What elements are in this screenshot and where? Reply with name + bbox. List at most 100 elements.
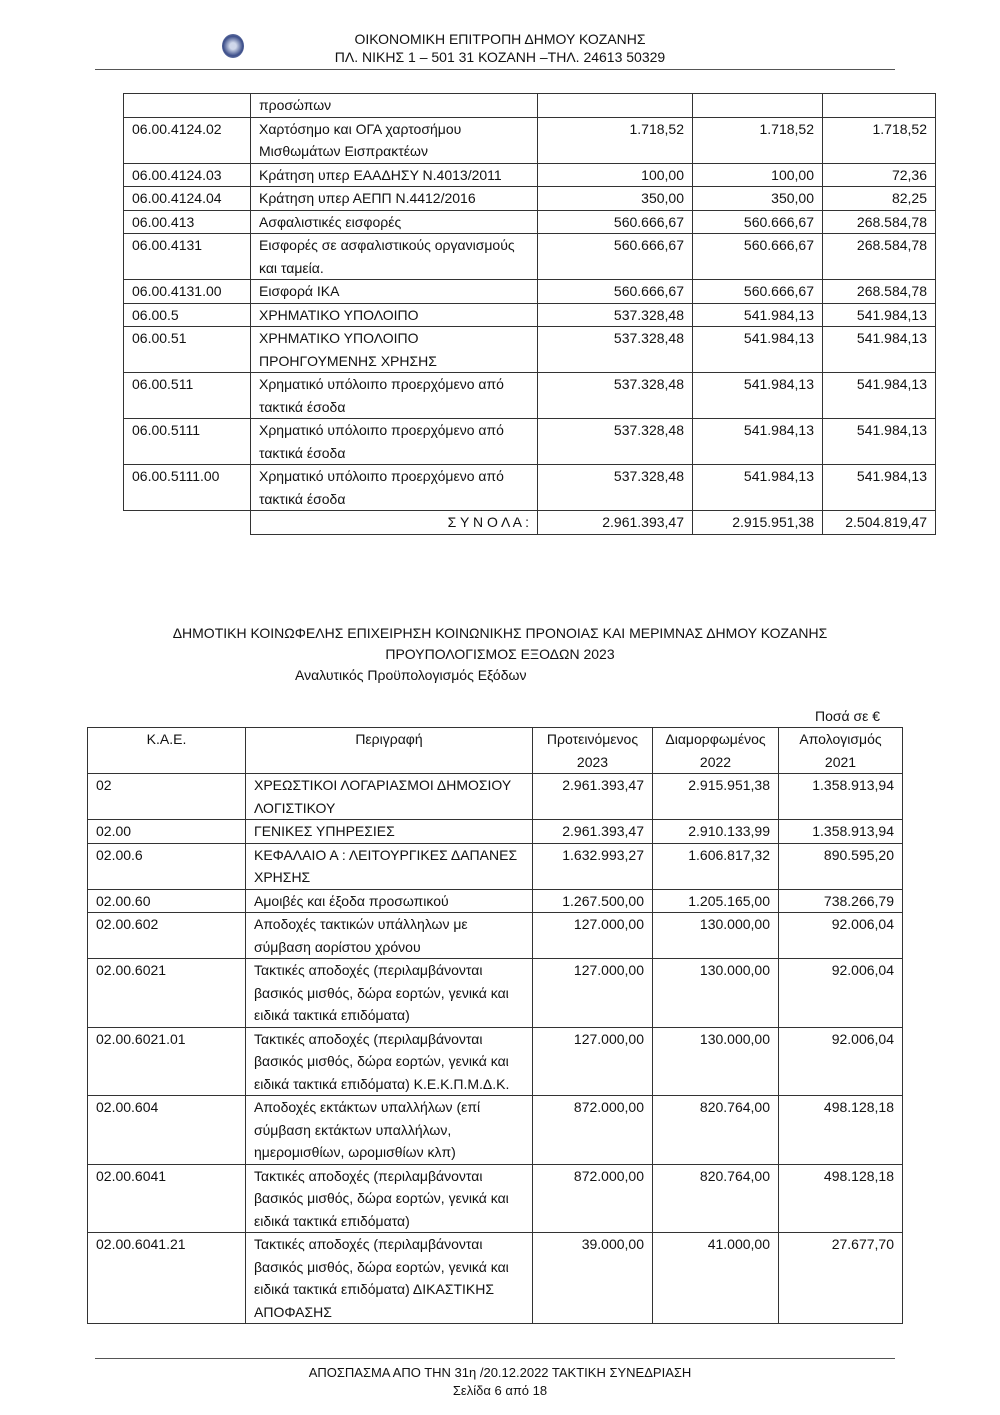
- code-cell: 02.00.6041.21: [87, 1232, 246, 1324]
- code-cell: 06.00.4124.04: [123, 186, 251, 211]
- code-cell: 06.00.4131: [123, 233, 251, 280]
- amount-cell: 268.584,78: [822, 209, 936, 234]
- amount-cell: 890.595,20: [778, 842, 903, 890]
- description-cell: Κράτηση υπερ ΕΑΑΔΗΣΥ Ν.4013/2011: [250, 162, 538, 187]
- amount-cell: [692, 93, 823, 118]
- description-cell: Χρηματικό υπόλοιπο προερχόμενο από τακτι…: [250, 418, 538, 465]
- amount-cell: 130.000,00: [652, 958, 779, 1028]
- amount-cell: 1.606.817,32: [652, 842, 779, 890]
- table-row: 02.00.602 Αποδοχές τακτικών υπάλληλων με …: [87, 912, 903, 959]
- description-cell: Τακτικές αποδοχές (περιλαμβάνονται βασικ…: [245, 1163, 533, 1233]
- table-row: 02.00 ΓΕΝΙΚΕΣ ΥΠΗΡΕΣΙΕΣ 2.961.393,47 2.910.…: [87, 819, 903, 844]
- table-row: 06.00.51 ΧΡΗΜΑΤΙΚΟ ΥΠΟΛΟΙΠΟ ΠΡΟΗΓΟΥΜΕΝΗΣ …: [123, 326, 936, 373]
- description-cell: Ασφαλιστικές εισφορές: [250, 209, 538, 234]
- table-row: 02.00.60 Αμοιβές και έξοδα προσωπικού 1.26…: [87, 888, 903, 913]
- amount-cell: 537.328,48: [537, 372, 693, 419]
- description-cell: Τακτικές αποδοχές (περιλαμβάνονται βασικ…: [245, 958, 533, 1028]
- code-cell: 02.00.604: [87, 1095, 246, 1165]
- amount-cell: 350,00: [692, 186, 823, 211]
- table-row: 06.00.4124.02 Χαρτόσημο και ΟΓΑ χαρτοσήμο…: [123, 116, 936, 164]
- page-footer: ΑΠΟΣΠΑΣΜΑ ΑΠΟ ΤΗΝ 31η /20.12.2022 ΤΑΚΤΙΚ…: [0, 1364, 1000, 1400]
- column-header: Περιγραφή: [245, 727, 533, 774]
- amount-cell: 72,36: [822, 162, 936, 187]
- code-cell: 02.00.6021: [87, 958, 246, 1028]
- expense-table: Κ.Α.Ε. Περιγραφή Προτεινόμενος 2023 Διαμορφ…: [87, 727, 903, 1324]
- code-cell: 06.00.4124.02: [123, 116, 251, 164]
- amount-cell: 1.358.913,94: [778, 773, 903, 820]
- amount-cell: 537.328,48: [537, 302, 693, 327]
- amount-cell: 872.000,00: [532, 1095, 653, 1165]
- amount-cell: 350,00: [537, 186, 693, 211]
- amount-cell: 560.666,67: [692, 233, 823, 280]
- amount-cell: 1.718,52: [537, 116, 693, 164]
- amount-cell: 92.006,04: [778, 912, 903, 959]
- amount-cell: 541.984,13: [692, 326, 823, 373]
- code-cell: [123, 93, 251, 118]
- description-cell: Εισφορές σε ασφαλιστικούς οργανισμούς κα…: [250, 233, 538, 280]
- amount-cell: 1.718,52: [692, 116, 823, 164]
- table-row: 02.00.604 Αποδοχές εκτάκτων υπαλλήλων (επ…: [87, 1095, 903, 1165]
- code-cell: 02.00.6041: [87, 1163, 246, 1233]
- table-row: 06.00.511 Χρηματικό υπόλοιπο προερχόμενο …: [123, 372, 936, 419]
- amount-cell: 127.000,00: [532, 912, 653, 959]
- header-line2: ΠΛ. ΝΙΚΗΣ 1 – 501 31 ΚΟΖΑΝΗ –ΤΗΛ. 24613 …: [334, 49, 666, 65]
- footer-line1: ΑΠΟΣΠΑΣΜΑ ΑΠΟ ΤΗΝ 31η /20.12.2022 ΤΑΚΤΙΚ…: [308, 1365, 692, 1380]
- amount-cell: 130.000,00: [652, 1026, 779, 1096]
- amount-cell: [537, 93, 693, 118]
- table-row: 06.00.4131.00 Εισφορά ΙΚΑ 560.666,67 560.66…: [123, 279, 936, 304]
- table-row: 06.00.4124.03 Κράτηση υπερ ΕΑΑΔΗΣΥ Ν.4013…: [123, 162, 936, 187]
- description-cell: ΧΡΗΜΑΤΙΚΟ ΥΠΟΛΟΙΠΟ ΠΡΟΗΓΟΥΜΕΝΗΣ ΧΡΗΣΗΣ: [250, 326, 538, 373]
- amount-cell: 541.984,13: [822, 464, 936, 511]
- code-cell: 06.00.4131.00: [123, 279, 251, 304]
- description-cell: Τακτικές αποδοχές (περιλαμβάνονται βασικ…: [245, 1026, 533, 1096]
- amount-cell: 41.000,00: [652, 1232, 779, 1324]
- amount-cell: 498.128,18: [778, 1163, 903, 1233]
- footer-divider: [95, 1358, 895, 1359]
- table-row: 02.00.6021 Τακτικές αποδοχές (περιλαμβάνο…: [87, 958, 903, 1028]
- table-row: 06.00.4131 Εισφορές σε ασφαλιστικούς οργα…: [123, 233, 936, 280]
- section-title: ΔΗΜΟΤΙΚΗ ΚΟΙΝΩΦΕΛΗΣ ΕΠΙΧΕΙΡΗΣΗ ΚΟΙΝΩΝΙΚΗ…: [172, 625, 828, 641]
- amount-cell: 537.328,48: [537, 326, 693, 373]
- header-divider: [95, 69, 895, 70]
- table-row: 06.00.5 ΧΡΗΜΑΤΙΚΟ ΥΠΟΛΟΙΠΟ 537.328,48 541.9…: [123, 302, 936, 327]
- description-cell: Χρηματικό υπόλοιπο προερχόμενο από τακτι…: [250, 372, 538, 419]
- amount-cell: 738.266,79: [778, 888, 903, 913]
- column-header: Προτεινόμενος 2023: [532, 727, 653, 774]
- table-row: 02.00.6041 Τακτικές αποδοχές (περιλαμβάνο…: [87, 1163, 903, 1233]
- amount-cell: 2.910.133,99: [652, 819, 779, 844]
- description-cell: ΚΕΦΑΛΑΙΟ Α : ΛΕΙΤΟΥΡΓΙΚΕΣ ΔΑΠΑΝΕΣ ΧΡΗΣΗΣ: [245, 842, 533, 890]
- amount-cell: 498.128,18: [778, 1095, 903, 1165]
- amount-cell: 127.000,00: [532, 1026, 653, 1096]
- amount-cell: 100,00: [692, 162, 823, 187]
- amount-cell: 127.000,00: [532, 958, 653, 1028]
- amount-cell: 268.584,78: [822, 233, 936, 280]
- table-row: 02.00.6041.21 Τακτικές αποδοχές (περιλαμβ…: [87, 1232, 903, 1324]
- amount-cell: 560.666,67: [692, 279, 823, 304]
- page-header: ΟΙΚΟΝΟΜΙΚΗ ΕΠΙΤΡΟΠΗ ΔΗΜΟΥ ΚΟΖΑΝΗΣ ΠΛ. ΝΙ…: [0, 30, 1000, 66]
- description-cell: Χρηματικό υπόλοιπο προερχόμενο από τακτι…: [250, 464, 538, 511]
- amount-cell: 2.961.393,47: [532, 819, 653, 844]
- amount-cell: 541.984,13: [822, 302, 936, 327]
- description-cell: προσώπων: [250, 93, 538, 118]
- code-cell: 02.00.60: [87, 888, 246, 913]
- amount-cell: 1.358.913,94: [778, 819, 903, 844]
- table-row: προσώπων: [123, 93, 936, 118]
- currency-note: Ποσά σε €: [815, 708, 881, 724]
- coat-of-arms-logo: [222, 34, 244, 58]
- table-row: 06.00.4124.04 Κράτηση υπερ ΑΕΠΠ Ν.4412/20…: [123, 186, 936, 211]
- code-cell: 02.00.6: [87, 842, 246, 890]
- amount-cell: 560.666,67: [537, 209, 693, 234]
- amount-cell: 537.328,48: [537, 464, 693, 511]
- header-row: Κ.Α.Ε. Περιγραφή Προτεινόμενος 2023 Διαμορφ…: [87, 727, 903, 774]
- amount-cell: 2.915.951,38: [652, 773, 779, 820]
- amount-cell: 541.984,13: [692, 302, 823, 327]
- code-cell: 06.00.511: [123, 372, 251, 419]
- table-row: 06.00.5111.00 Χρηματικό υπόλοιπο προερχόμ…: [123, 464, 936, 511]
- description-cell: Αμοιβές και έξοδα προσωπικού: [245, 888, 533, 913]
- amount-cell: 92.006,04: [778, 958, 903, 1028]
- column-header: Κ.Α.Ε.: [87, 727, 246, 774]
- amount-cell: 268.584,78: [822, 279, 936, 304]
- amount-cell: [822, 93, 936, 118]
- amount-cell: 1.632.993,27: [532, 842, 653, 890]
